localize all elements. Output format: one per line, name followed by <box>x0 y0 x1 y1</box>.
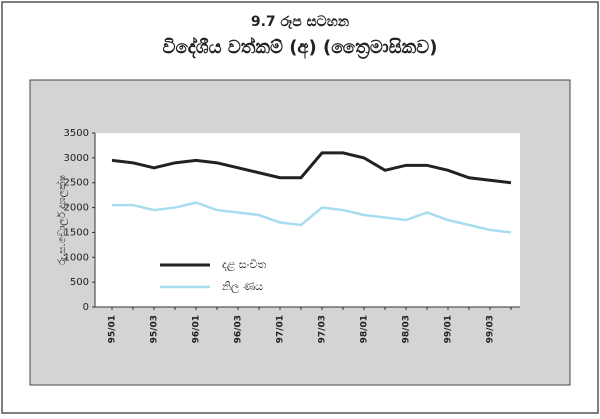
series-line <box>112 201 512 234</box>
x-tick-label: 98/03 <box>402 315 412 343</box>
x-tick-label: 95/03 <box>150 315 160 343</box>
y-tick-label: 2000 <box>64 203 89 214</box>
x-tick-label: 96/03 <box>234 315 244 343</box>
series-line <box>111 151 512 185</box>
x-tick-label: 99/03 <box>486 315 496 343</box>
x-tick-label: 97/01 <box>276 315 286 343</box>
x-tick-label: 96/01 <box>192 315 202 343</box>
chart-title: 9.7 රූප සටහන <box>251 14 350 30</box>
x-tick-label: 95/01 <box>108 315 118 343</box>
y-tick-label: 1000 <box>64 252 89 263</box>
x-tick-label: 97/03 <box>318 315 328 343</box>
y-tick-label: 1500 <box>64 227 89 238</box>
x-tick-label: 99/01 <box>444 315 454 343</box>
chart-subtitle: විදේශීය වත්කම් (අ) (ත්‍රෛමාසිකව) <box>163 36 438 59</box>
y-tick-label: 3000 <box>64 153 89 164</box>
x-tick-label: 98/01 <box>360 315 370 343</box>
y-axis-label: රු.ස.ඩොලර් දශලක්ෂ <box>55 175 68 266</box>
legend-label: නිල ණය <box>222 280 263 294</box>
y-tick-label: 500 <box>70 277 89 288</box>
y-tick-label: 2500 <box>64 178 89 189</box>
y-tick-label: 0 <box>83 302 89 313</box>
y-tick-label: 3500 <box>64 128 89 139</box>
legend-label: දළ සංචිත <box>222 258 266 272</box>
